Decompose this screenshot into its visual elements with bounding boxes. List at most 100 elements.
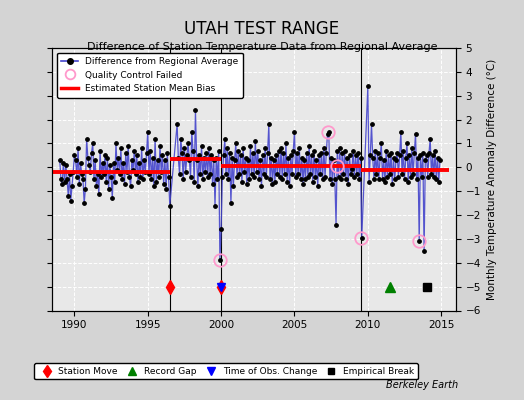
Point bbox=[195, 152, 203, 158]
Point bbox=[246, 143, 255, 149]
Point bbox=[238, 178, 246, 185]
Point bbox=[245, 176, 254, 182]
Point bbox=[77, 159, 85, 166]
Point bbox=[95, 190, 103, 197]
Point bbox=[354, 150, 362, 156]
Point bbox=[255, 176, 263, 182]
Point bbox=[147, 176, 156, 182]
Point bbox=[132, 171, 140, 178]
Point bbox=[205, 145, 213, 152]
Point bbox=[243, 181, 251, 187]
Point bbox=[141, 169, 149, 175]
Point bbox=[287, 152, 295, 158]
Point bbox=[275, 148, 283, 154]
Point bbox=[216, 257, 224, 264]
Point bbox=[199, 176, 207, 182]
Point bbox=[326, 176, 334, 182]
Point bbox=[407, 174, 415, 180]
Point bbox=[265, 121, 273, 128]
Point bbox=[335, 145, 344, 152]
Point bbox=[299, 181, 307, 187]
Point bbox=[288, 171, 296, 178]
Point bbox=[229, 183, 237, 190]
Point bbox=[96, 148, 104, 154]
Point bbox=[408, 145, 416, 152]
Point bbox=[290, 128, 299, 135]
Point bbox=[75, 181, 83, 187]
Point bbox=[202, 150, 211, 156]
Point bbox=[99, 159, 107, 166]
Point bbox=[371, 148, 379, 154]
Point bbox=[189, 148, 197, 154]
Point bbox=[81, 186, 90, 192]
Point bbox=[312, 157, 321, 163]
Point bbox=[403, 140, 411, 147]
Point bbox=[57, 176, 65, 182]
Point bbox=[322, 150, 331, 156]
Point bbox=[66, 171, 74, 178]
Point bbox=[374, 150, 382, 156]
Point bbox=[82, 136, 91, 142]
Point bbox=[301, 176, 310, 182]
Point bbox=[103, 154, 112, 161]
Point bbox=[353, 171, 361, 178]
Point bbox=[89, 140, 97, 147]
Point bbox=[421, 157, 430, 163]
Point bbox=[85, 162, 93, 168]
Point bbox=[144, 128, 152, 135]
Point bbox=[181, 169, 190, 175]
Point bbox=[356, 154, 365, 161]
Point bbox=[247, 171, 256, 178]
Point bbox=[62, 162, 70, 168]
Point bbox=[150, 183, 158, 190]
Point bbox=[264, 150, 272, 156]
Point bbox=[235, 171, 244, 178]
Point bbox=[266, 176, 274, 182]
Point bbox=[184, 140, 192, 147]
Point bbox=[198, 143, 206, 149]
Point bbox=[236, 152, 245, 158]
Point bbox=[146, 148, 155, 154]
Point bbox=[220, 152, 228, 158]
Point bbox=[404, 178, 412, 185]
Point bbox=[58, 181, 67, 187]
Point bbox=[86, 169, 94, 175]
Point bbox=[420, 248, 428, 254]
Point bbox=[282, 140, 290, 147]
Point bbox=[436, 157, 444, 163]
Point bbox=[324, 128, 333, 135]
Point bbox=[228, 154, 236, 161]
Point bbox=[321, 174, 329, 180]
Text: UTAH TEST RANGE: UTAH TEST RANGE bbox=[184, 20, 340, 38]
Point bbox=[317, 150, 325, 156]
Point bbox=[308, 152, 316, 158]
Point bbox=[136, 174, 145, 180]
Point bbox=[293, 150, 301, 156]
Point bbox=[385, 152, 393, 158]
Point bbox=[271, 178, 279, 185]
Point bbox=[342, 176, 350, 182]
Point bbox=[68, 183, 76, 190]
Point bbox=[309, 178, 317, 185]
Point bbox=[123, 169, 131, 175]
Point bbox=[394, 174, 402, 180]
Point bbox=[305, 143, 313, 149]
Point bbox=[148, 154, 157, 161]
Point bbox=[129, 166, 137, 173]
Point bbox=[135, 159, 144, 166]
Text: Berkeley Earth: Berkeley Earth bbox=[386, 380, 458, 390]
Point bbox=[278, 176, 287, 182]
Point bbox=[411, 131, 420, 137]
Point bbox=[213, 176, 222, 182]
Point bbox=[377, 140, 386, 147]
Point bbox=[137, 145, 146, 152]
Point bbox=[222, 171, 230, 178]
Point bbox=[211, 202, 219, 209]
Point bbox=[256, 157, 265, 163]
Point bbox=[279, 150, 288, 156]
Point bbox=[401, 154, 410, 161]
Point bbox=[90, 176, 98, 182]
Point bbox=[418, 174, 426, 180]
Point bbox=[341, 148, 349, 154]
Point bbox=[200, 154, 208, 161]
